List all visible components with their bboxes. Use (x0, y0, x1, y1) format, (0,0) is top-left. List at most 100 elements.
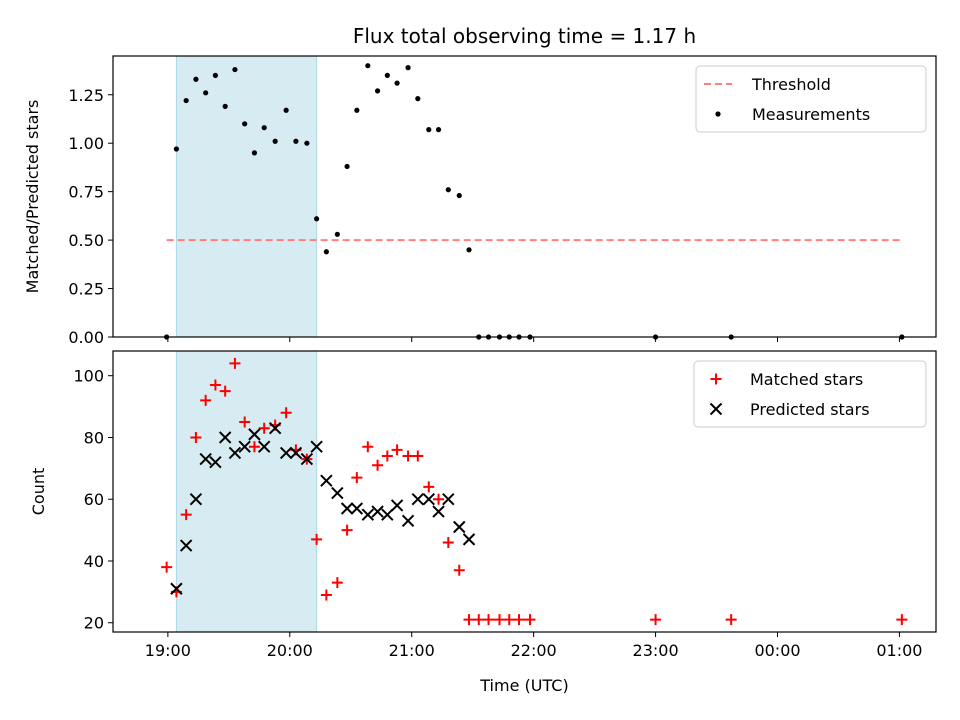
measurement-point (445, 187, 451, 193)
measurement-point (304, 140, 310, 146)
matched-star-point (180, 509, 192, 521)
measurement-point (173, 146, 180, 152)
predicted-star-point (401, 514, 415, 528)
top-panel: 0.00 0.25 0.50 0.75 1.00 1.25 Threshold Measure… (68, 55, 937, 347)
measurement-point (435, 127, 442, 133)
matched-star-point (280, 407, 292, 419)
predicted-star-point (170, 582, 183, 595)
legend-label: Predicted stars (750, 400, 870, 419)
measurement-point (426, 127, 432, 133)
matched-star-point (229, 357, 241, 369)
measurement-point (374, 88, 381, 94)
matched-star-point (209, 379, 221, 391)
matched-star-point (219, 385, 231, 397)
predicted-star-point (279, 446, 293, 460)
bottom-panel: 20 40 60 80 100 19:00 20:00 21:00 22:00 23:00 00:0… (73, 350, 937, 660)
shaded-interval (175, 350, 318, 633)
matched-star-point (896, 614, 908, 626)
predicted-star-point (209, 455, 222, 469)
matched-star-point (412, 450, 424, 462)
matched-star-point (402, 450, 414, 462)
measurement-point (314, 216, 320, 222)
measurement-point (456, 192, 462, 199)
x-tick-label: 23:00 (633, 641, 679, 660)
y-tick-label: 60 (84, 490, 104, 509)
predicted-star-point (268, 421, 282, 435)
predicted-star-point (310, 440, 323, 453)
predicted-star-point (462, 533, 476, 546)
bottom-y-axis-label: Count (29, 468, 48, 516)
x-tick-label: 01:00 (876, 641, 922, 660)
matched-star-point (200, 394, 212, 406)
measurement-point (394, 80, 400, 86)
predicted-star-point (340, 502, 354, 515)
matched-star-point (453, 564, 465, 576)
matched-star-point (473, 614, 485, 626)
measurement-point (334, 231, 340, 237)
y-tick-label: 20 (84, 614, 104, 633)
matched-star-point (381, 450, 393, 462)
matched-star-point (311, 533, 323, 545)
measurement-point (183, 97, 189, 104)
matched-star-point (161, 561, 173, 573)
predicted-star-point (422, 493, 435, 506)
y-tick-label: 0.50 (68, 231, 104, 250)
matched-star-point (433, 493, 445, 505)
matched-star-point (503, 614, 515, 626)
predicted-star-point (289, 446, 303, 460)
axes-frame (112, 55, 937, 338)
shaded-interval (175, 55, 318, 338)
predicted-star-point (179, 539, 193, 552)
matched-star-point (650, 614, 662, 626)
chart-title: Flux total observing time = 1.17 h (353, 24, 696, 48)
matched-star-point (391, 444, 403, 456)
y-tick-label: 0.25 (68, 280, 104, 299)
measurement-point (203, 90, 209, 96)
measurement-point (283, 107, 289, 113)
x-tick-label: 22:00 (511, 641, 557, 660)
measurement-point (242, 121, 248, 127)
measurement-point (193, 76, 199, 82)
measurement-point (466, 247, 472, 253)
matched-star-point (725, 614, 737, 626)
measurement-point (405, 65, 411, 71)
legend-matched-swatch (710, 373, 722, 385)
predicted-star-point (381, 508, 394, 521)
measurement-point (415, 96, 421, 102)
predicted-star-point (189, 493, 203, 506)
x-tick-label: 19:00 (145, 641, 191, 660)
predicted-star-point (350, 502, 364, 515)
predicted-star-point (411, 493, 425, 506)
matched-star-point (239, 416, 251, 428)
measurement-point (344, 163, 350, 170)
x-tick-label: 20:00 (267, 641, 313, 660)
measurement-point (272, 138, 278, 144)
legend-box (693, 360, 927, 428)
matched-star-point (362, 441, 374, 453)
matched-star-point (331, 577, 343, 589)
top-y-axis-label: Matched/Predicted stars (23, 100, 42, 294)
predicted-star-point (432, 505, 445, 518)
predicted-star-point (300, 452, 314, 466)
measurement-point (293, 138, 299, 144)
predicted-star-point (442, 493, 455, 506)
predicted-star-point (390, 499, 404, 512)
axes-frame (112, 350, 937, 633)
measurement-point (261, 125, 267, 131)
matched-star-point (351, 472, 363, 484)
matched-star-point (258, 422, 270, 434)
predicted-star-point (248, 428, 261, 441)
y-tick-label: 80 (84, 428, 104, 447)
matched-star-point (494, 614, 506, 626)
predicted-star-point (238, 440, 251, 453)
measurement-point (384, 72, 390, 78)
matched-star-point (524, 614, 536, 626)
y-tick-label: 1.00 (68, 134, 104, 153)
legend-label: Matched stars (750, 370, 863, 389)
predicted-star-point (199, 452, 212, 466)
matched-star-point (513, 614, 525, 626)
measurement-point (212, 72, 219, 78)
measurement-point (323, 249, 329, 255)
x-tick-label: 00:00 (754, 641, 800, 660)
legend-label: Measurements (752, 105, 870, 124)
